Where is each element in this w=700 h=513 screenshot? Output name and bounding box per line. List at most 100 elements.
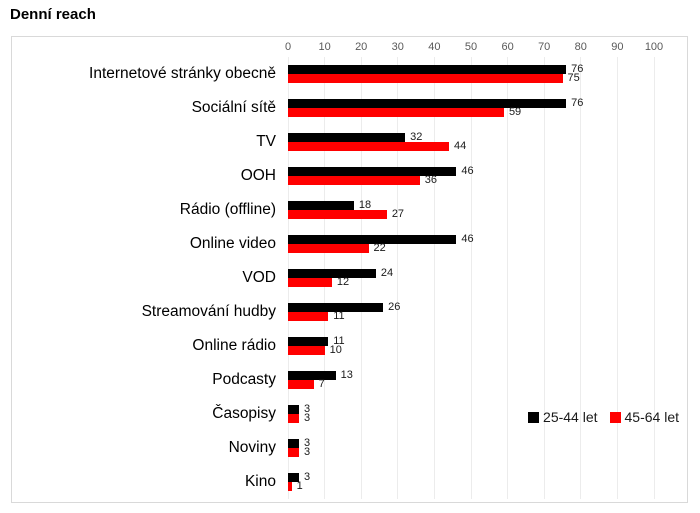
category-label: Podcasty [212, 371, 276, 388]
category-label: Sociální sítě [191, 99, 276, 116]
bar-25-44 let [288, 201, 354, 210]
category-label: OOH [240, 167, 276, 184]
value-label: 44 [454, 140, 467, 152]
bar-45-64 let [288, 176, 420, 185]
bar-group: 13 7 [288, 363, 654, 397]
gridline [507, 57, 509, 499]
bar-group: 46 22 [288, 227, 654, 261]
category-axis: Internetové stránky obecně Sociální sítě T… [12, 57, 282, 499]
x-axis-tick: 10 [318, 41, 331, 53]
bar-45-64 let [288, 380, 314, 389]
category-label: Streamování hudby [141, 303, 276, 320]
value-label: 10 [329, 344, 342, 356]
bar-25-44 let [288, 133, 406, 142]
bar-45-64 let [288, 312, 329, 321]
bar-45-64 let [288, 210, 387, 219]
value-label: 3 [303, 403, 311, 415]
legend-label: 25-44 let [543, 409, 598, 425]
page-title: Denní reach [10, 6, 96, 23]
value-label: 12 [336, 276, 350, 288]
bar-25-44 let [288, 167, 457, 176]
value-label: 1 [296, 480, 303, 492]
bar-25-44 let [288, 405, 299, 414]
value-label: 7 [318, 378, 325, 390]
legend-swatch [528, 411, 540, 423]
value-label: 76 [571, 63, 584, 75]
value-label: 11 [333, 335, 345, 347]
chart: 0 10 20 30 40 50 60 70 80 90 100 76 75 76 59 32 44 46 36 18… [11, 36, 688, 503]
value-label: 3 [303, 437, 311, 449]
bar-25-44 let [288, 269, 376, 278]
legend-swatch [609, 411, 621, 423]
bar-25-44 let [288, 439, 299, 448]
value-label: 32 [410, 131, 423, 143]
gridline [616, 57, 618, 499]
x-axis-tick: 60 [501, 41, 514, 53]
bar-group: 26 11 [288, 295, 654, 329]
bar-group: 11 10 [288, 329, 654, 363]
x-axis-tick: 90 [611, 41, 624, 53]
category-label: VOD [242, 269, 276, 286]
value-label: 27 [391, 208, 405, 220]
value-label: 11 [333, 310, 345, 322]
value-label: 3 [303, 412, 311, 424]
bar-25-44 let [288, 473, 299, 482]
bar-45-64 let [288, 448, 299, 457]
value-label: 13 [340, 369, 353, 381]
bar-45-64 let [288, 244, 369, 253]
plot-area: 0 10 20 30 40 50 60 70 80 90 100 76 75 76 59 32 44 46 36 18… [285, 41, 663, 499]
legend-label: 45-64 let [624, 409, 679, 425]
value-label: 76 [571, 97, 584, 109]
value-label: 3 [303, 471, 311, 483]
bar-25-44 let [288, 371, 336, 380]
bar-45-64 let [288, 414, 299, 423]
gridline [470, 57, 472, 499]
bar-group: 46 36 [288, 159, 654, 193]
value-label: 26 [388, 301, 401, 313]
legend-item: 45-64 let [609, 409, 679, 425]
bar-25-44 let [288, 337, 329, 346]
value-label: 3 [303, 446, 311, 458]
x-axis-tick: 100 [644, 41, 664, 53]
x-axis-tick: 80 [574, 41, 587, 53]
bar-group: 24 12 [288, 261, 654, 295]
value-label: 75 [567, 72, 580, 84]
gridline [543, 57, 545, 499]
bar-25-44 let [288, 65, 567, 74]
bar-45-64 let [288, 278, 332, 287]
bar-25-44 let [288, 303, 384, 312]
value-label: 46 [461, 165, 474, 177]
value-label: 18 [358, 199, 372, 211]
gridline [397, 57, 399, 499]
x-axis-tick: 30 [391, 41, 404, 53]
gridline [433, 57, 435, 499]
bar-25-44 let [288, 235, 457, 244]
bar-45-64 let [288, 142, 450, 151]
value-label: 59 [508, 106, 522, 118]
legend: 25-44 let 45-64 let [528, 409, 679, 425]
bar-group: 76 75 [288, 57, 654, 91]
value-label: 22 [373, 242, 386, 254]
x-axis-tick: 70 [538, 41, 551, 53]
bar-group: 32 44 [288, 125, 654, 159]
bar-45-64 let [288, 74, 563, 83]
x-axis-tick: 40 [428, 41, 441, 53]
bar-45-64 let [288, 482, 292, 491]
bar-group: 76 59 [288, 91, 654, 125]
category-label: Kino [244, 473, 276, 490]
gridline [653, 57, 655, 499]
x-axis-tick: 50 [464, 41, 478, 53]
x-axis-tick: 20 [355, 41, 368, 53]
category-label: TV [256, 133, 276, 150]
bar-25-44 let [288, 99, 567, 108]
category-label: Online rádio [192, 337, 276, 354]
category-label: Noviny [228, 439, 276, 456]
x-axis-tick: 0 [284, 41, 292, 53]
bar-group: 18 27 [288, 193, 654, 227]
legend-item: 25-44 let [528, 409, 598, 425]
value-label: 46 [461, 233, 474, 245]
